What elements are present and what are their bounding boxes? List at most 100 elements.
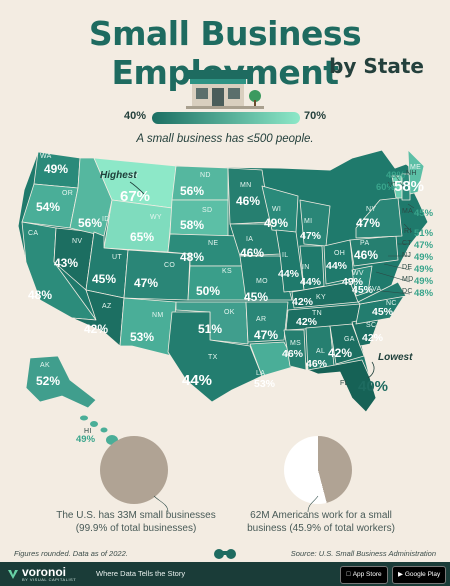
state-value-al: 46% — [306, 358, 327, 370]
state-code-mn: MN — [240, 182, 252, 189]
state-value-sc: 42% — [362, 332, 383, 344]
state-value-id: 56% — [78, 216, 102, 230]
state-code-pa: PA — [360, 240, 369, 247]
state-code-wa: WA — [40, 153, 52, 160]
state-value-tn: 42% — [296, 316, 317, 328]
state-value-hi: 49% — [76, 434, 95, 445]
play-icon: ▶ — [398, 571, 403, 578]
state-code-sd: SD — [202, 207, 212, 214]
state-code-ia: IA — [246, 236, 253, 243]
state-value-nd: 56% — [180, 184, 204, 198]
state-value-nj: 49% — [414, 252, 433, 263]
state-value-ut: 45% — [92, 272, 116, 286]
state-value-ok: 51% — [198, 322, 222, 336]
state-value-nc: 45% — [372, 306, 393, 318]
state-value-ms: 46% — [282, 348, 303, 360]
state-code-ma: MA — [402, 208, 413, 215]
state-value-ri: 51% — [414, 228, 433, 239]
workers-stat: 62M Americans work for a small business … — [236, 509, 406, 535]
state-code-de: DE — [402, 264, 412, 271]
state-value-ia: 46% — [240, 246, 264, 260]
state-value-nm: 53% — [130, 330, 154, 344]
state-value-de: 49% — [414, 264, 433, 275]
apple-icon:  — [346, 571, 351, 578]
state-code-va: VA — [372, 286, 381, 293]
state-value-fl: 40% — [358, 378, 388, 395]
state-code-wy: WY — [150, 214, 162, 221]
state-code-al: AL — [316, 348, 325, 355]
state-code-wi: WI — [272, 206, 281, 213]
state-value-pa: 46% — [354, 248, 378, 262]
state-value-wa: 49% — [44, 162, 68, 176]
state-code-nv: NV — [72, 238, 82, 245]
highest-arrow — [128, 180, 148, 196]
state-code-oh: OH — [334, 250, 345, 257]
state-code-ga: GA — [344, 336, 355, 343]
state-value-ga: 42% — [328, 346, 352, 360]
binoculars-icon — [213, 546, 237, 560]
state-value-wy: 65% — [130, 230, 154, 244]
state-value-wv: 49% — [342, 276, 363, 288]
state-value-wi: 49% — [264, 216, 288, 230]
footnote: Figures rounded. Data as of 2022. — [14, 549, 128, 558]
state-code-dc: DC — [402, 288, 413, 295]
state-code-ri: RI — [404, 228, 412, 235]
state-code-tx: TX — [208, 354, 218, 361]
state-value-sd: 58% — [180, 218, 204, 232]
brand-logo[interactable]: voronoi BY VISUAL CAPITALIST — [22, 565, 76, 582]
state-value-nv: 43% — [54, 256, 78, 270]
state-value-mi: 47% — [300, 230, 321, 242]
app-store-label: App Store — [353, 571, 382, 578]
voronoi-logo-icon — [7, 568, 19, 580]
state-code-la: LA — [256, 370, 265, 377]
state-value-tx: 44% — [182, 372, 212, 389]
state-value-ar: 47% — [254, 328, 278, 342]
state-value-dc: 48% — [414, 288, 433, 299]
source-note: Source: U.S. Small Business Administrati… — [291, 549, 436, 558]
app-store-button[interactable]:  App Store — [340, 566, 388, 584]
state-shape-nm — [120, 298, 176, 356]
state-code-nd: ND — [200, 172, 211, 179]
google-play-button[interactable]: ▶ Google Play — [392, 566, 446, 584]
businesses-stat: The U.S. has 33M small businesses (99.9%… — [48, 509, 224, 535]
state-code-az: AZ — [102, 303, 112, 310]
state-shape-wy — [104, 200, 172, 252]
state-value-oh: 44% — [326, 260, 347, 272]
state-code-ok: OK — [224, 309, 235, 316]
state-code-ar: AR — [256, 316, 266, 323]
state-code-co: CO — [164, 262, 175, 269]
state-value-ct: 47% — [414, 240, 433, 251]
state-value-az: 42% — [84, 322, 108, 336]
state-code-or: OR — [62, 190, 73, 197]
state-code-mo: MO — [256, 278, 268, 285]
state-value-mo: 45% — [244, 290, 268, 304]
state-code-nm: NM — [152, 312, 164, 319]
state-value-ma: 45% — [414, 208, 433, 219]
state-code-mi: MI — [304, 218, 312, 225]
state-code-ky: KY — [316, 294, 326, 301]
state-code-sc: SC — [366, 322, 376, 329]
state-value-ky: 42% — [292, 296, 313, 308]
state-code-ak: AK — [40, 362, 50, 369]
footer-tagline: Where Data Tells the Story — [96, 569, 185, 578]
lowest-annotation: Lowest — [378, 352, 412, 363]
state-code-hi: HI — [84, 428, 92, 435]
state-value-ca: 48% — [28, 288, 52, 302]
footer-bar: voronoi BY VISUAL CAPITALIST Where Data T… — [0, 562, 450, 586]
state-code-in: IN — [302, 264, 310, 271]
state-code-ks: KS — [222, 268, 232, 275]
brand-subtitle: BY VISUAL CAPITALIST — [22, 577, 76, 582]
state-code-fl: FL — [340, 380, 349, 387]
state-value-ak: 52% — [36, 374, 60, 388]
google-play-label: Google Play — [405, 571, 440, 578]
state-value-in: 44% — [300, 276, 321, 288]
state-value-il: 44% — [278, 268, 299, 280]
state-value-ny: 47% — [356, 216, 380, 230]
state-code-id: ID — [102, 216, 110, 223]
state-code-tn: TN — [312, 310, 322, 317]
state-code-wv: WV — [352, 270, 364, 277]
state-code-nc: NC — [386, 300, 397, 307]
state-code-il: IL — [282, 252, 288, 259]
state-code-ut: UT — [112, 254, 122, 261]
